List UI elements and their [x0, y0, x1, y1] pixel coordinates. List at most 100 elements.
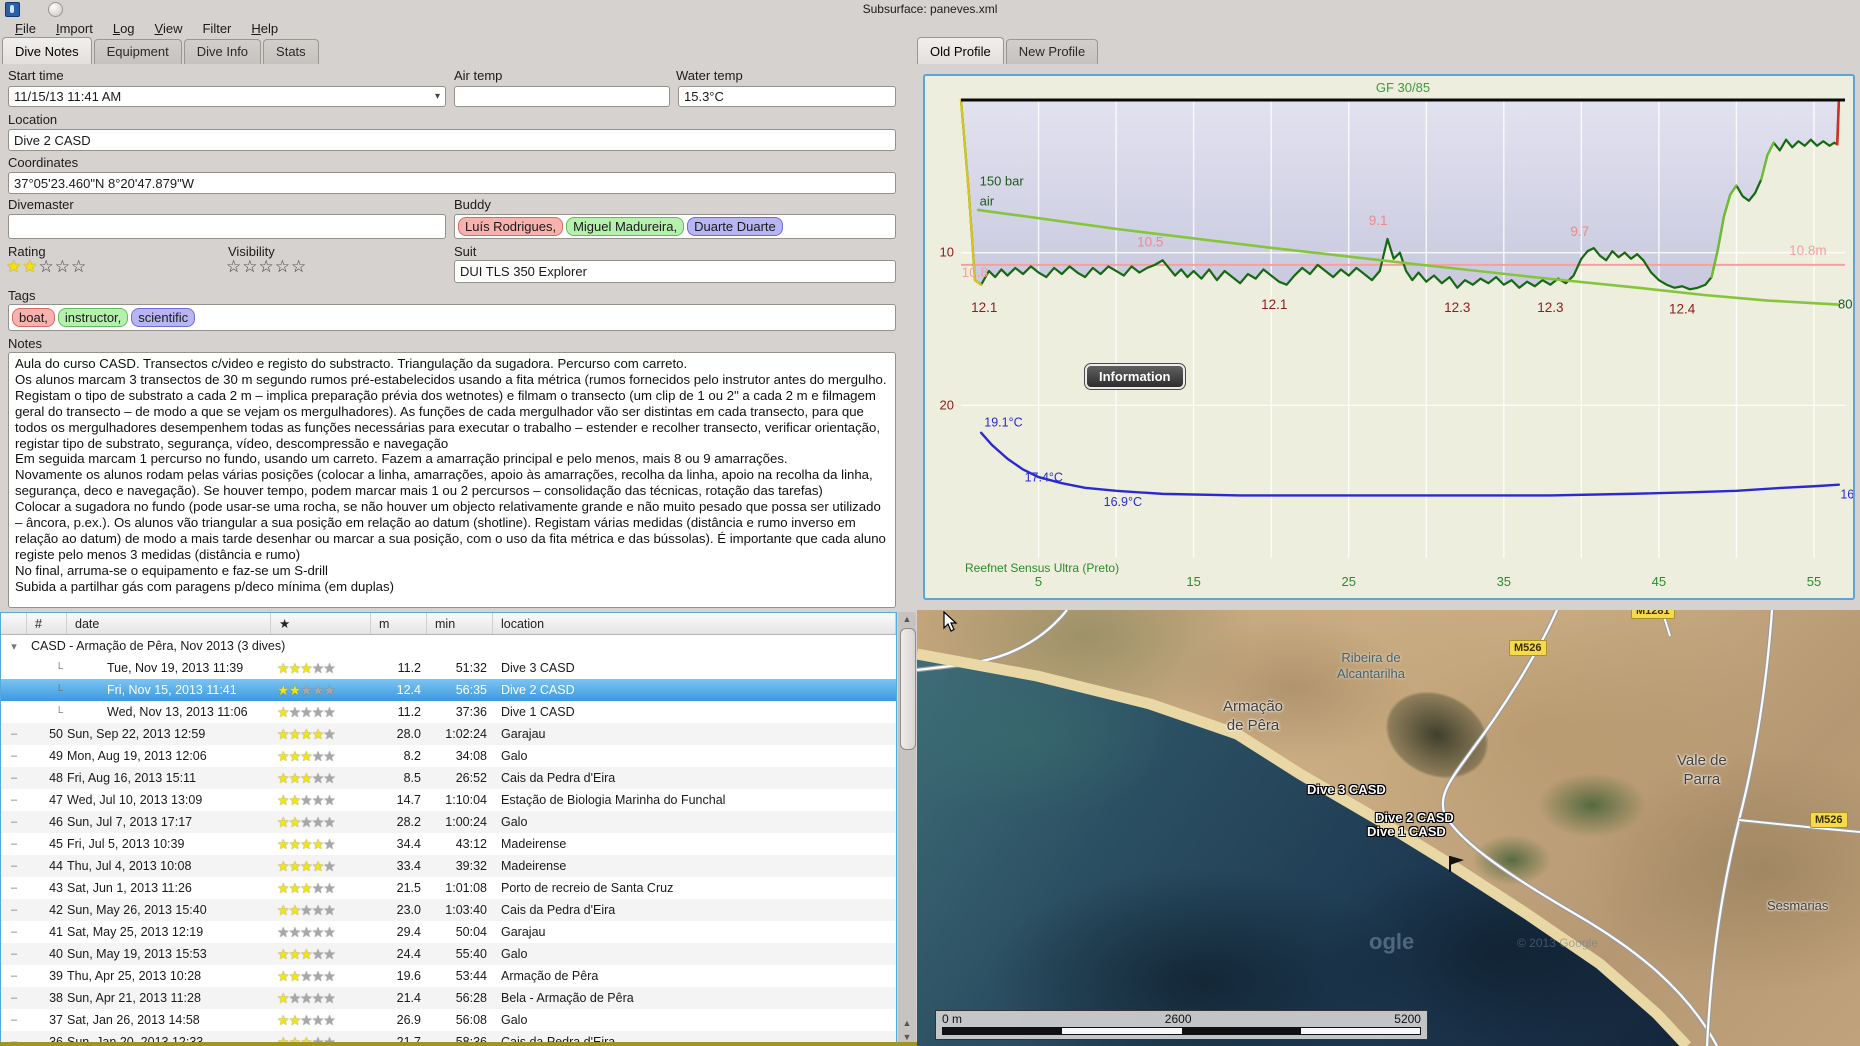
- table-row[interactable]: –41 Sat, May 25, 2013 12:19 ★★★★★ 29.4 50:04…: [10, 923, 546, 940]
- column-header[interactable]: location: [493, 613, 896, 634]
- svg-text:55: 55: [1807, 574, 1821, 589]
- star-icon: ★: [311, 835, 325, 852]
- tags-field[interactable]: boat, instructor, scientific: [8, 304, 896, 331]
- notes-textarea[interactable]: Aula do curso CASD. Transectos c/video e…: [8, 352, 896, 608]
- menu-import[interactable]: Import: [55, 20, 93, 36]
- column-header[interactable]: min: [427, 613, 493, 634]
- tab-stats[interactable]: Stats: [263, 39, 319, 64]
- location-field[interactable]: Dive 2 CASD: [8, 129, 896, 151]
- table-row[interactable]: –40 Sun, May 19, 2013 15:53 ★★★★★ 24.4 55:40…: [1, 943, 896, 965]
- buddy-field[interactable]: Luís Rodrigues, Miguel Madureira, Duarte D…: [454, 214, 896, 239]
- svg-text:12.3: 12.3: [1537, 300, 1563, 315]
- table-row[interactable]: –48 Fri, Aug 16, 2013 15:11 ★★★★★ 8.5 26:52 C…: [1, 767, 896, 789]
- divemaster-field[interactable]: [8, 214, 446, 239]
- coordinates-field[interactable]: 37°05'23.460"N 8°20'47.879"W: [8, 172, 896, 194]
- chevron-down-icon[interactable]: ▾: [434, 91, 440, 102]
- menu-log[interactable]: Log: [112, 20, 135, 36]
- star-icon: ★: [277, 879, 290, 896]
- suit-field[interactable]: DUI TLS 350 Explorer: [454, 260, 896, 283]
- tray-icon[interactable]: [48, 2, 63, 17]
- dive-site-map[interactable]: Armação de Pêra Ribeira de Alcantarilha Va…: [917, 610, 1860, 1046]
- table-row[interactable]: –47 Wed, Jul 10, 2013 13:09 ★★★★★ 14.7 1:10:…: [10, 791, 726, 808]
- star-icon: ★: [311, 769, 325, 786]
- star-icon: ★: [288, 791, 302, 808]
- star-icon: ★: [288, 769, 302, 786]
- star-icon[interactable]: ☆: [38, 257, 55, 276]
- star-icon[interactable]: ☆: [274, 257, 291, 276]
- scroll-down-icon[interactable]: ▼: [902, 1032, 912, 1042]
- star-icon[interactable]: ☆: [226, 257, 243, 276]
- air-temp-field[interactable]: [454, 86, 670, 107]
- rating-stars[interactable]: ★★☆☆☆: [6, 257, 87, 277]
- collapse-icon[interactable]: ▾: [11, 640, 17, 653]
- table-row[interactable]: –46 Sun, Jul 7, 2013 17:17 ★★★★★ 28.2 1:00:2…: [1, 811, 896, 833]
- table-row[interactable]: –36 Sun, Jan 20, 2013 12:33 ★★★★★ 21.7 58:36…: [1, 1031, 896, 1045]
- star-icon: ★: [323, 703, 336, 720]
- column-header[interactable]: date: [67, 613, 271, 634]
- water-temp-field[interactable]: 15.3°C: [678, 86, 896, 107]
- table-row[interactable]: –38 Sun, Apr 21, 2013 11:28 ★★★★★ 21.4 56:28…: [1, 987, 896, 1009]
- visibility-stars[interactable]: ☆☆☆☆☆: [226, 257, 307, 277]
- menu-filter[interactable]: Filter: [202, 20, 232, 36]
- star-icon[interactable]: ☆: [54, 257, 71, 276]
- column-header[interactable]: ★: [271, 613, 371, 634]
- trip-row[interactable]: ▾ CASD - Armação de Pêra, Nov 2013 (3 div…: [1, 635, 896, 657]
- menu-file[interactable]: File: [15, 20, 36, 36]
- tab-dive-notes[interactable]: Dive Notes: [2, 37, 92, 64]
- table-row[interactable]: –39 Thu, Apr 25, 2013 10:28 ★★★★★ 19.6 53:44…: [10, 967, 599, 984]
- star-icon: ★: [277, 989, 290, 1006]
- star-icon: ★: [311, 967, 325, 984]
- dive-list-scrollbar[interactable]: ▲ ▲ ▼: [898, 612, 916, 1046]
- tab-new-profile[interactable]: New Profile: [1005, 39, 1099, 64]
- table-row[interactable]: –43 Sat, Jun 1, 2013 11:26 ★★★★★ 21.5 1:01:0…: [10, 879, 674, 896]
- star-icon[interactable]: ☆: [71, 257, 88, 276]
- star-icon: ★: [300, 835, 313, 852]
- tab-equipment[interactable]: Equipment: [93, 39, 182, 64]
- column-header[interactable]: #: [27, 613, 67, 634]
- star-icon: ★: [323, 1011, 336, 1028]
- table-row[interactable]: –49 Mon, Aug 19, 2013 12:06 ★★★★★ 8.2 34:08 G…: [10, 747, 528, 764]
- star-icon[interactable]: ★: [22, 257, 39, 276]
- tab-old-profile[interactable]: Old Profile: [917, 37, 1004, 64]
- column-header[interactable]: m: [371, 613, 427, 634]
- table-row[interactable]: └ Fri, Nov 15, 2013 11:41 ★★★★★ 12.4 56:35 Di…: [1, 679, 896, 701]
- star-icon: ★: [277, 857, 290, 874]
- table-row[interactable]: –44 Thu, Jul 4, 2013 10:08 ★★★★★ 33.4 39:32 M…: [1, 855, 896, 877]
- star-icon[interactable]: ☆: [258, 257, 275, 276]
- table-row[interactable]: └ Tue, Nov 19, 2013 11:39 ★★★★★ 11.2 51:32 Di…: [55, 659, 575, 676]
- star-icon: ★: [300, 901, 313, 918]
- map-label-town-small: Sesmarias: [1767, 898, 1829, 913]
- star-icon[interactable]: ☆: [291, 257, 308, 276]
- star-icon: ★: [300, 945, 313, 962]
- start-time-combo[interactable]: 11/15/13 11:41 AM ▾: [8, 86, 446, 107]
- column-header[interactable]: [1, 613, 27, 634]
- menu-help[interactable]: Help: [251, 20, 279, 36]
- svg-text:35: 35: [1497, 574, 1511, 589]
- scrollbar-thumb[interactable]: [900, 628, 916, 750]
- map-label-watermark: ogle: [1369, 929, 1415, 954]
- star-icon: ★: [277, 681, 290, 698]
- star-icon: ★: [300, 923, 313, 940]
- road-badge: M526: [1509, 640, 1547, 656]
- table-row[interactable]: –37 Sat, Jan 26, 2013 14:58 ★★★★★ 26.9 56:08…: [10, 1011, 528, 1028]
- scroll-up-icon[interactable]: ▲: [902, 614, 912, 624]
- visibility-label: Visibility: [228, 244, 275, 259]
- table-row[interactable]: –50 Sun, Sep 22, 2013 12:59 ★★★★★ 28.0 1:02:…: [1, 723, 896, 745]
- star-icon[interactable]: ☆: [242, 257, 259, 276]
- table-row[interactable]: –45 Fri, Jul 5, 2013 10:39 ★★★★★ 34.4 43:12 M…: [10, 835, 567, 852]
- scroll-up2-icon[interactable]: ▲: [902, 1018, 912, 1028]
- star-icon: ★: [288, 813, 302, 830]
- star-icon: ★: [277, 923, 290, 940]
- information-button[interactable]: Information: [1084, 363, 1186, 390]
- table-row[interactable]: └ Wed, Nov 13, 2013 11:06 ★★★★★ 11.2 37:36 Di…: [55, 703, 575, 720]
- star-icon: ★: [277, 791, 290, 808]
- star-icon: ★: [311, 989, 325, 1006]
- star-icon[interactable]: ★: [6, 257, 23, 276]
- star-icon: ★: [311, 725, 325, 742]
- road-badge: M526: [1810, 812, 1848, 828]
- dive-list-header[interactable]: # date ★ m min location: [1, 613, 896, 635]
- table-row[interactable]: –42 Sun, May 26, 2013 15:40 ★★★★★ 23.0 1:03:…: [1, 899, 896, 921]
- star-icon: ★: [311, 747, 325, 764]
- menu-view[interactable]: View: [154, 20, 183, 36]
- tab-dive-info[interactable]: Dive Info: [183, 39, 262, 64]
